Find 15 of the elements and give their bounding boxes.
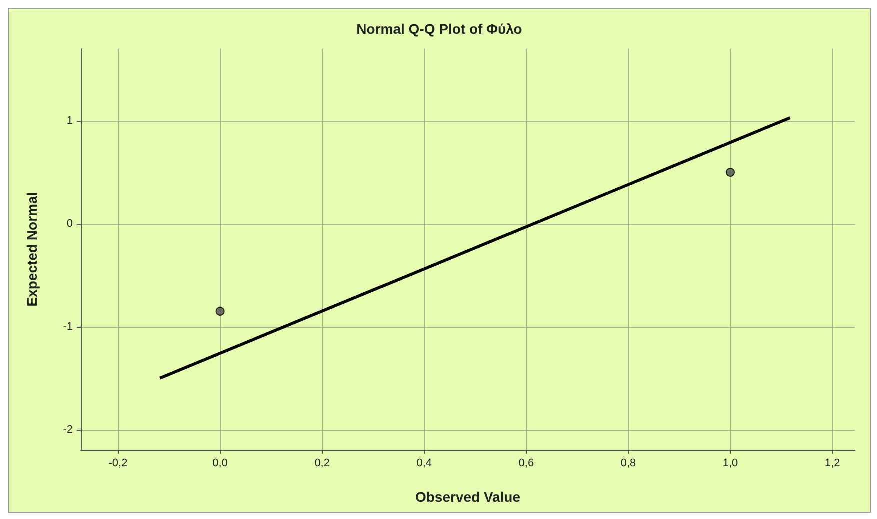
chart-title: Normal Q-Q Plot of Φύλο xyxy=(356,21,522,37)
y-tick-label: -2 xyxy=(63,424,73,436)
x-tick-label: 0,8 xyxy=(620,458,636,470)
x-tick-label: 0,0 xyxy=(212,458,228,470)
x-tick-label: -0,2 xyxy=(108,458,128,470)
x-tick-label: 0,2 xyxy=(314,458,330,470)
y-tick-label: 1 xyxy=(66,115,73,128)
x-tick-label: 1,2 xyxy=(824,458,840,470)
y-tick-label: -1 xyxy=(63,320,73,333)
x-tick-label: 0,6 xyxy=(518,458,534,470)
y-axis-title: Expected Normal xyxy=(24,192,40,307)
x-tick-label: 1,0 xyxy=(722,458,738,470)
x-tick-label: 0,4 xyxy=(416,458,432,470)
y-tick-label: 0 xyxy=(66,218,73,230)
x-axis-title: Observed Value xyxy=(415,489,521,505)
